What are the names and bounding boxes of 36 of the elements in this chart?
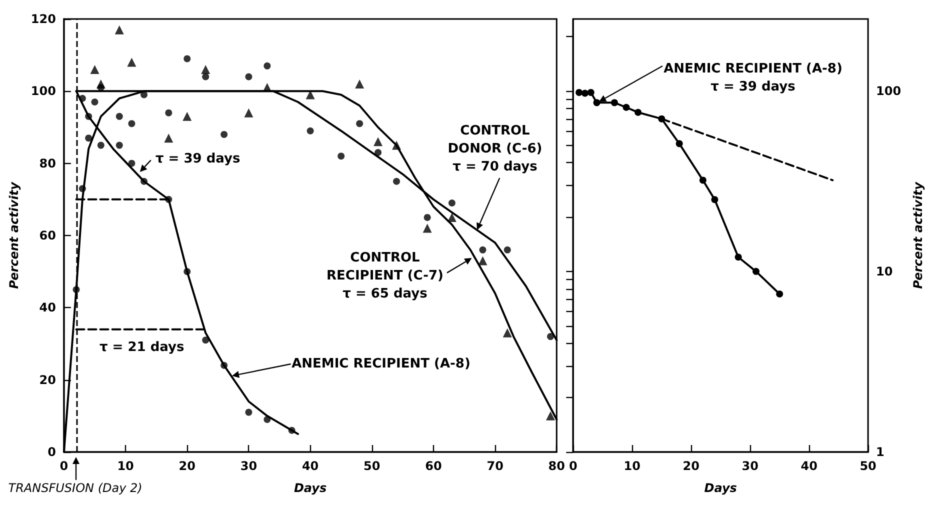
x-tick-label: 20 [682,459,700,473]
y-tick-label: 60 [39,228,56,242]
y-axis-title: Percent activity [911,180,925,289]
y-tick-label: 100 [876,84,902,98]
x-tick-label: 60 [425,459,442,473]
x-tick-label: 20 [178,459,196,473]
x-axis-title: Days [704,481,737,495]
x-tick-label: 0 [60,459,68,473]
annotation: CONTROL RECIPIENT (C-7) τ = 65 days [326,250,444,302]
x-tick-label: 50 [860,459,876,473]
x-tick-label: 10 [624,459,640,473]
x-tick-label: 40 [800,459,818,473]
y-tick-label: 1 [876,445,884,459]
annotation: τ = 39 days [155,152,240,167]
x-tick-label: 30 [240,459,258,473]
ref-line-label: TRANSFUSION (Day 2) [8,481,142,495]
x-axis-title: Days [294,481,327,495]
x-tick-label: 10 [117,459,134,473]
annotation: ANEMIC RECIPIENT (A-8) [292,356,470,372]
x-tick-label: 80 [548,459,565,473]
annotation: τ = 21 days [99,340,184,355]
y-tick-label: 80 [39,156,56,170]
y-tick-label: 40 [39,300,56,315]
annotation: CONTROL DONOR (C-6) τ = 70 days [448,124,542,174]
y-tick-label: 20 [39,372,56,387]
y-tick-label: 120 [30,12,56,26]
y-tick-label: 100 [30,84,56,98]
y-axis-title: Percent activity [7,180,21,289]
x-tick-label: 50 [364,459,380,473]
y-tick-label: 10 [876,264,893,278]
x-tick-label: 0 [568,459,578,473]
x-tick-label: 70 [486,459,504,473]
annotation: ANEMIC RECIPIENT (A-8) τ = 39 days [664,62,842,94]
x-tick-label: 40 [302,459,319,473]
y-tick-label: 0 [48,445,56,459]
x-tick-label: 30 [742,459,758,473]
